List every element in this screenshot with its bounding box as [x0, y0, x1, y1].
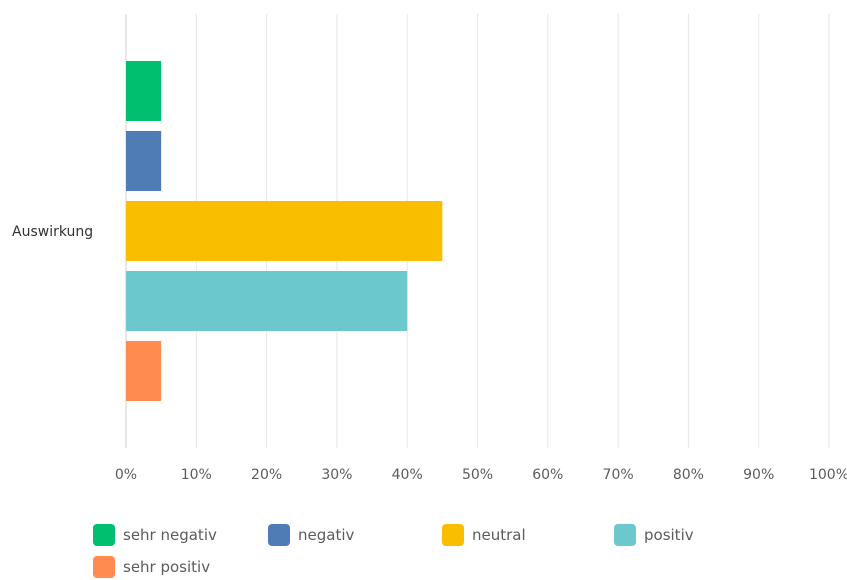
legend-item-positiv[interactable]: positiv — [614, 524, 694, 546]
legend-swatch — [93, 556, 115, 578]
legend-swatch — [614, 524, 636, 546]
x-tick-label: 70% — [603, 467, 634, 483]
x-tick-label: 20% — [251, 467, 282, 483]
legend-swatch — [442, 524, 464, 546]
category-label: Auswirkung — [12, 224, 93, 240]
legend-label: negativ — [298, 526, 355, 544]
bar-positiv[interactable] — [126, 271, 408, 331]
x-tick-label: 0% — [115, 467, 137, 483]
x-tick-label: 80% — [673, 467, 704, 483]
legend-swatch — [93, 524, 115, 546]
x-tick-label: 50% — [462, 467, 493, 483]
legend-item-negativ[interactable]: negativ — [268, 524, 354, 546]
bars — [126, 61, 443, 401]
x-tick-label: 10% — [181, 467, 212, 483]
legend-label: positiv — [644, 526, 694, 544]
bar-sehr-positiv[interactable] — [126, 341, 162, 401]
legend-label: sehr positiv — [123, 558, 211, 576]
bar-sehr-negativ[interactable] — [126, 61, 162, 121]
bar-chart: 0% 10% 20% 30% 40% 50% 60% 70% 80% 90% 100% Auswir… — [12, 14, 847, 483]
x-tick-label: 100% — [809, 467, 847, 483]
x-tick-label: 30% — [321, 467, 352, 483]
x-tick-label: 40% — [392, 467, 423, 483]
bar-negativ[interactable] — [126, 131, 162, 191]
legend-item-neutral[interactable]: neutral — [442, 524, 526, 546]
legend-label: sehr negativ — [123, 526, 217, 544]
x-axis-ticks: 0% 10% 20% 30% 40% 50% 60% 70% 80% 90% 100% — [115, 467, 847, 483]
x-tick-label: 60% — [532, 467, 563, 483]
legend-item-sehr-negativ[interactable]: sehr negativ — [93, 524, 217, 546]
x-tick-label: 90% — [743, 467, 774, 483]
legend-item-sehr-positiv[interactable]: sehr positiv — [93, 556, 210, 578]
legend-swatch — [268, 524, 290, 546]
bar-neutral[interactable] — [126, 201, 443, 261]
legend-label: neutral — [472, 526, 526, 544]
